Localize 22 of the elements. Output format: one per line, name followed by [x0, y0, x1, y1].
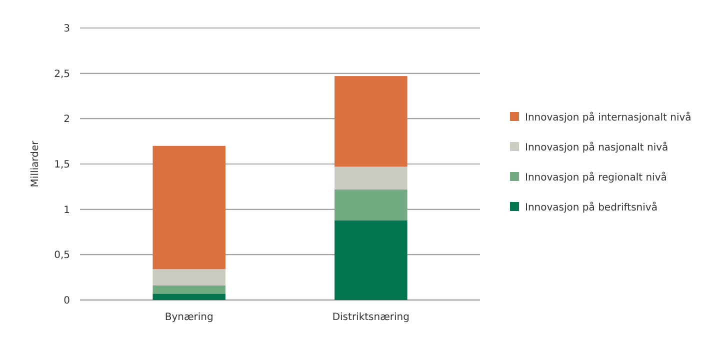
y-tick-label: 0 — [64, 296, 70, 306]
x-tick-label: Distriktsnæring — [332, 312, 410, 323]
legend-label: Innovasjon på regionalt nivå — [525, 172, 667, 184]
bar — [334, 220, 408, 300]
legend-label: Innovasjon på bedriftsnivå — [525, 202, 658, 214]
y-tick-label: 2,5 — [54, 68, 70, 80]
bar — [152, 294, 226, 300]
bar — [152, 285, 226, 294]
bar — [334, 189, 408, 220]
y-tick-label: 1,5 — [54, 160, 70, 170]
bar — [334, 76, 408, 167]
y-tick-label: 1 — [64, 204, 70, 216]
bar — [152, 146, 226, 270]
y-axis-title: Milliarder — [30, 140, 41, 188]
legend-label: Innovasjon på internasjonalt nivå — [525, 112, 692, 124]
y-tick-label: 0,5 — [54, 250, 70, 262]
bar — [152, 269, 226, 286]
y-tick-label: 3 — [64, 24, 70, 34]
y-tick-label: 2 — [64, 114, 70, 126]
bar — [334, 166, 408, 190]
x-tick-label: Bynæring — [164, 312, 214, 323]
legend-label: Innovasjon på nasjonalt nivå — [525, 142, 668, 154]
